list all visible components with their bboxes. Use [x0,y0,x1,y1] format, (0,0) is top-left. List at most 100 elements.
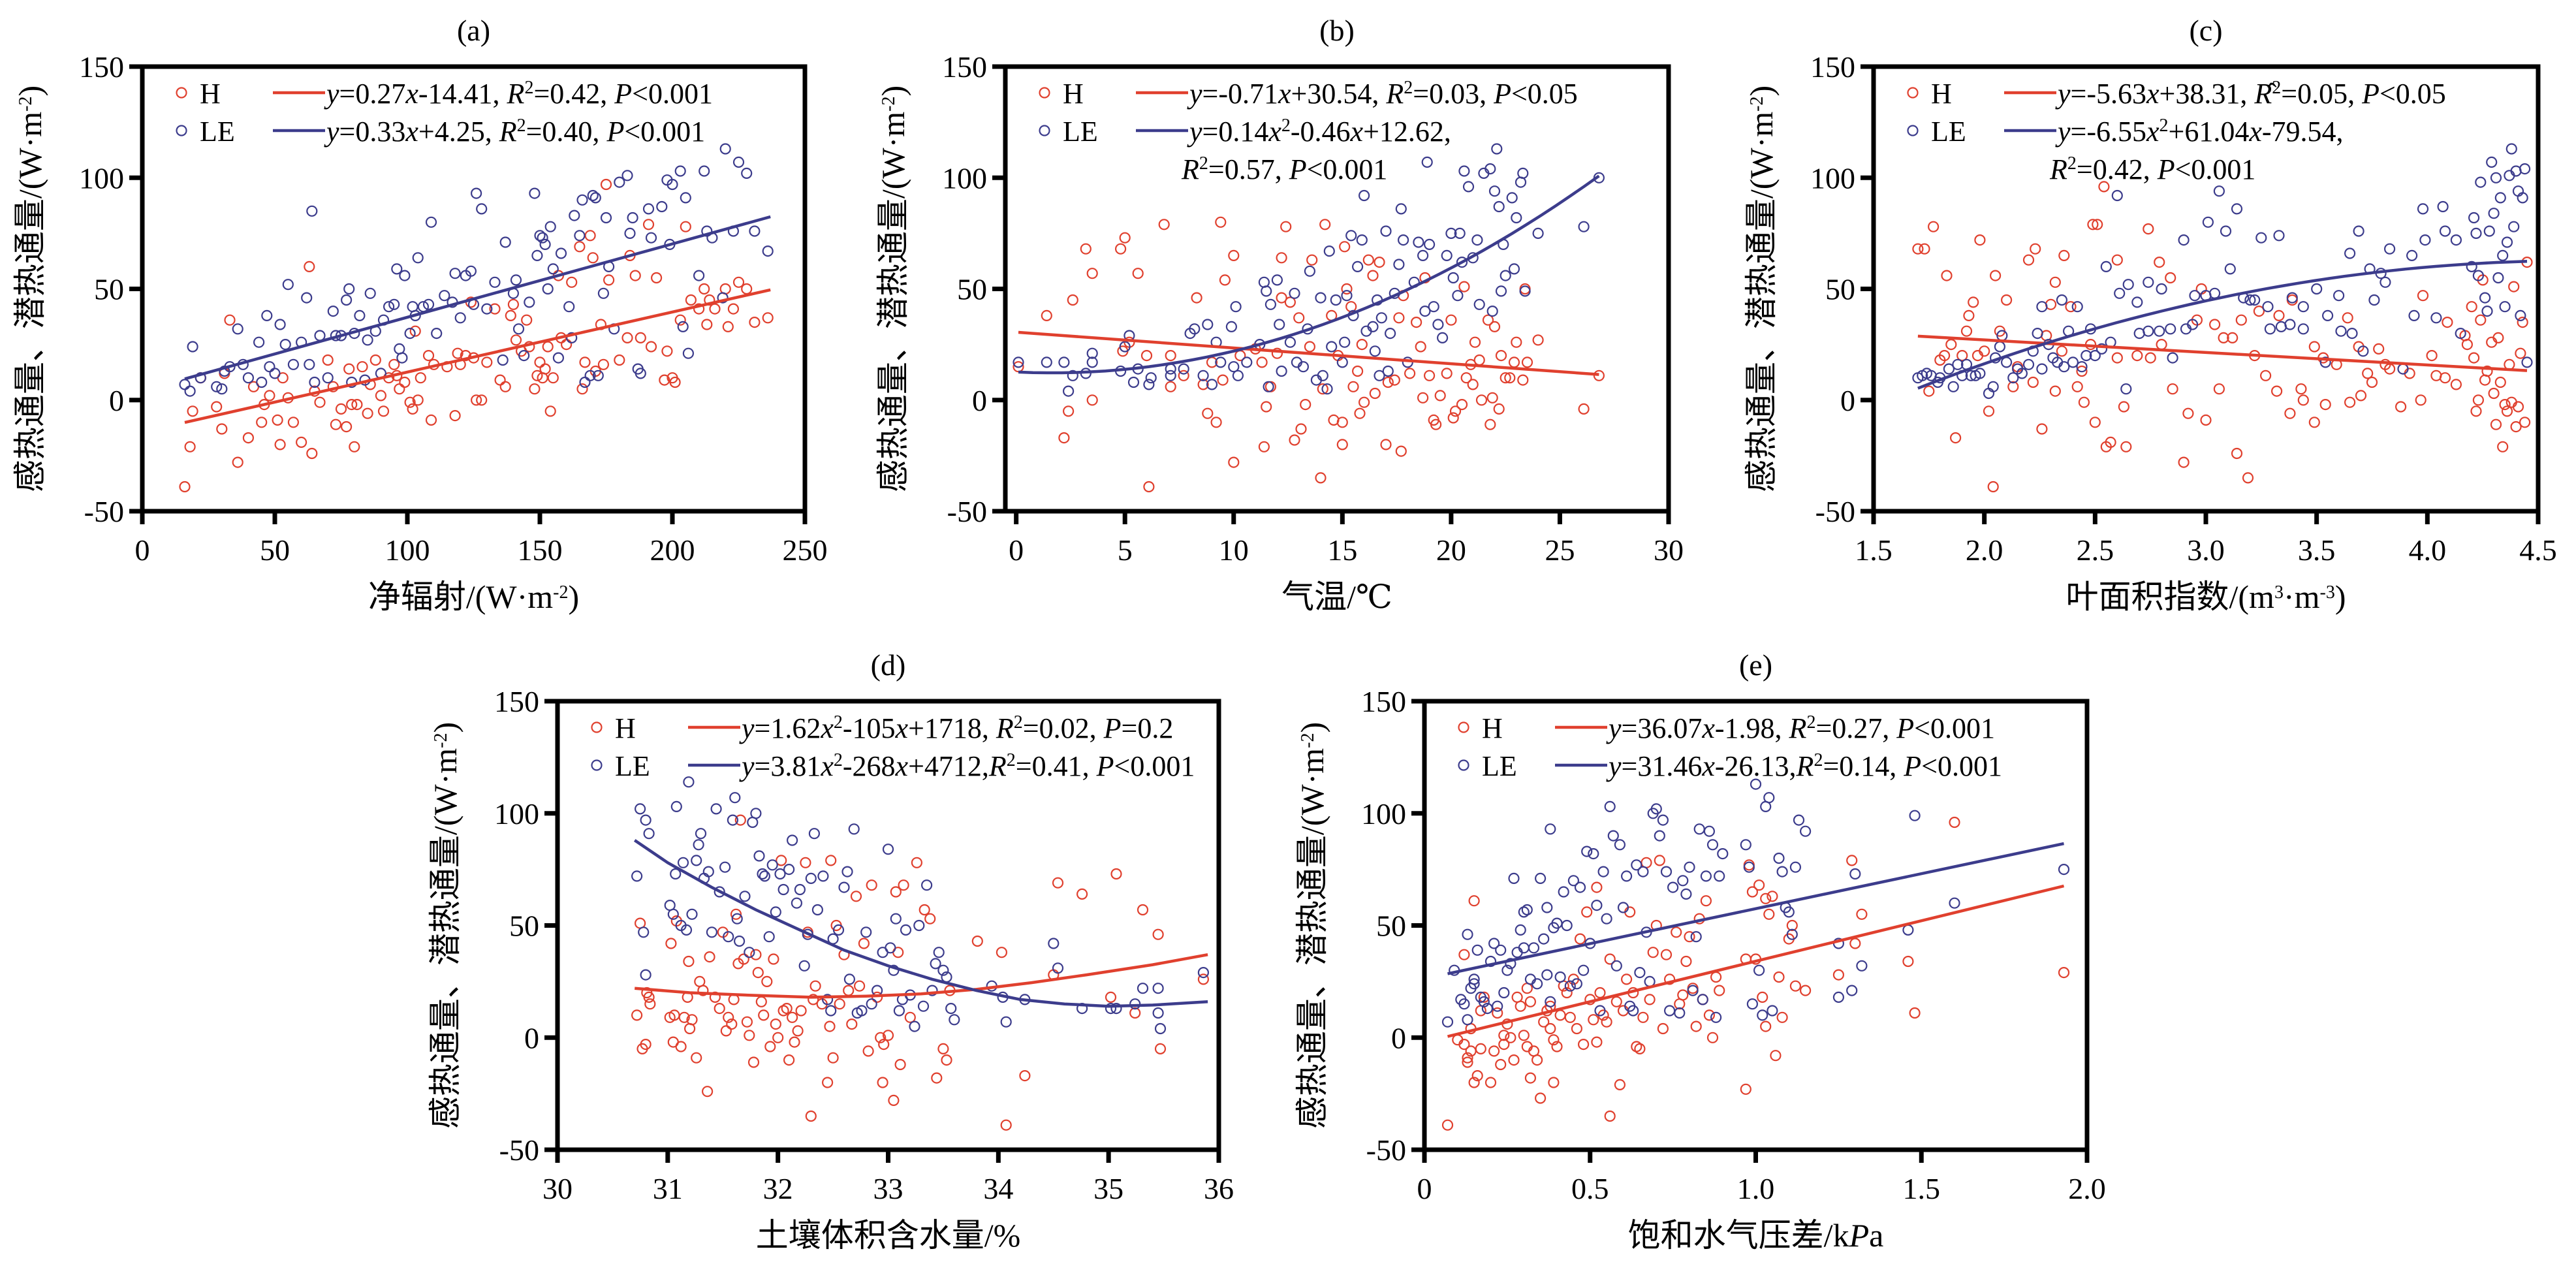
point-H [645,341,657,353]
point-H [1119,232,1131,244]
point-H [1574,933,1586,945]
point-LE [778,883,789,896]
point-LE [1062,385,1075,397]
point-H [1714,985,1725,996]
point-H [1949,816,1960,829]
point-LE [1152,983,1164,994]
point-H [768,953,779,965]
point-H [1773,971,1785,983]
point-LE [1323,245,1335,257]
point-H [304,261,315,272]
x-tick-label: 3.5 [2298,533,2336,567]
point-H [2218,332,2229,344]
point-H [2253,306,2265,317]
fit-line-H [184,288,771,424]
point-H [850,891,862,902]
point-H [1647,947,1659,958]
point-H [211,401,223,413]
point-H [481,356,493,368]
point-H [412,394,424,406]
point-H [2355,390,2367,402]
point-H [1495,349,1507,362]
point-H [1941,270,1953,281]
point-H [388,358,400,370]
point-H [1660,949,1673,960]
point-LE [1684,861,1695,873]
point-LE [2439,225,2451,237]
point-H [750,949,762,960]
point-H [1380,439,1392,450]
point-H [1339,241,1351,253]
point-LE [2490,172,2502,183]
point-H [996,947,1008,958]
point-LE [510,274,522,286]
point-LE [643,828,655,840]
point-H [882,1030,894,1041]
point-LE [1447,272,1459,284]
point-H [890,886,902,898]
point-H [642,219,655,230]
point-LE [1518,906,1530,918]
point-LE [1462,1014,1473,1026]
point-LE [640,969,652,981]
point-H [1434,390,1446,402]
y-tick-label: -50 [84,495,124,528]
point-H [1519,283,1531,295]
x-tick-label: 50 [260,533,290,567]
point-H [1743,859,1755,871]
point-H [296,436,307,449]
point-H [2213,383,2225,395]
point-H [1197,973,1210,985]
legend-equation: y=31.46x-26.13,R2=0.14, P<0.001 [1606,750,2002,783]
point-LE [1462,181,1475,193]
point-LE [1508,263,1520,275]
point-H [2308,417,2320,428]
point-H [460,349,471,362]
point-H [314,396,326,408]
point-LE [566,332,578,344]
point-H [1604,953,1616,965]
point-LE [1341,290,1353,302]
point-LE [766,859,778,871]
point-H [846,1018,858,1030]
point-LE [2479,292,2491,304]
point-H [761,975,773,988]
fit-line-H [1018,330,1599,376]
point-H [1518,1030,1530,1041]
point-LE [1660,866,1673,877]
x-tick-label: 2.5 [2077,533,2114,567]
point-LE [1706,839,1719,851]
point-H [242,432,254,444]
point-H [843,985,855,996]
point-LE [531,249,543,261]
x-axis-label: 饱和水气压差/kPa [1628,1217,1884,1254]
point-LE [1478,996,1490,1007]
point-LE [2224,263,2236,275]
y-tick-label: 50 [1376,909,1406,943]
point-LE [729,792,741,804]
point-LE [1454,227,1466,239]
point-LE [1541,902,1553,913]
point-LE [1750,778,1762,790]
point-H [1786,919,1798,932]
point-H [584,230,596,242]
point-LE [383,301,395,313]
point-LE [759,870,771,882]
point-H [888,1094,900,1107]
point-LE [744,947,755,958]
point-H [224,314,236,326]
point-LE [1393,259,1405,270]
point-LE [670,800,682,813]
point-H [534,356,546,368]
point-H [335,403,347,415]
point-LE [1832,991,1844,1003]
point-H [1484,1077,1497,1088]
point-LE [667,178,678,191]
x-tick-label: 35 [1093,1172,1123,1205]
x-tick-label: 0 [135,533,150,567]
panel-title: (c) [2189,14,2222,47]
y-tick-label: 50 [509,909,539,943]
point-LE [1137,983,1149,994]
point-H [1687,983,1699,994]
